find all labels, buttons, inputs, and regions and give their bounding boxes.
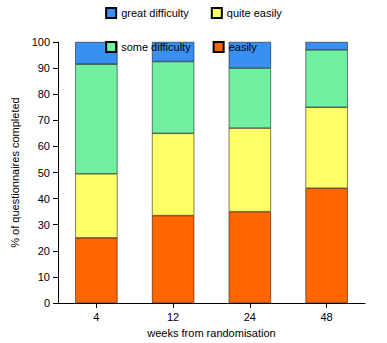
svg-text:50: 50 — [38, 167, 50, 179]
svg-text:weeks from randomisation: weeks from randomisation — [146, 327, 275, 339]
svg-text:100: 100 — [32, 36, 50, 48]
svg-text:24: 24 — [244, 311, 256, 323]
svg-text:30: 30 — [38, 219, 50, 231]
svg-text:great difficulty: great difficulty — [121, 7, 189, 19]
svg-text:% of questionnaires completed: % of questionnaires completed — [9, 97, 21, 247]
svg-text:some difficulty: some difficulty — [121, 41, 191, 53]
svg-text:quite easily: quite easily — [227, 7, 283, 19]
svg-text:12: 12 — [167, 311, 179, 323]
svg-text:easily: easily — [229, 41, 258, 53]
svg-text:4: 4 — [93, 311, 99, 323]
svg-text:80: 80 — [38, 88, 50, 100]
svg-text:40: 40 — [38, 193, 50, 205]
svg-text:60: 60 — [38, 140, 50, 152]
svg-text:0: 0 — [44, 297, 50, 309]
svg-text:90: 90 — [38, 62, 50, 74]
svg-text:20: 20 — [38, 245, 50, 257]
svg-text:10: 10 — [38, 271, 50, 283]
svg-text:70: 70 — [38, 114, 50, 126]
svg-text:48: 48 — [321, 311, 333, 323]
